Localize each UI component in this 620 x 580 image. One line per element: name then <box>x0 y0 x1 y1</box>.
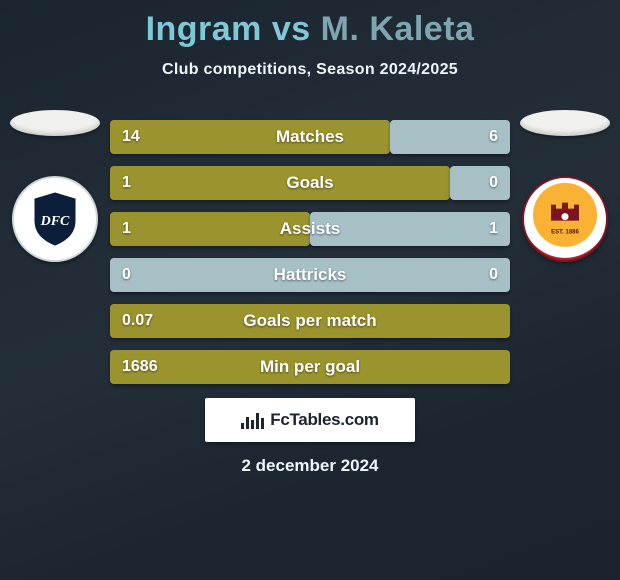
stat-value-left: 14 <box>110 120 152 154</box>
right-club-badge: EST. 1886 <box>522 176 608 262</box>
stat-row: Hattricks0 0 <box>110 258 510 292</box>
stat-label: Goals <box>110 166 510 200</box>
stat-value-left: 0.07 <box>110 304 165 338</box>
left-player-photo-placeholder <box>10 110 100 136</box>
stat-label: Goals per match <box>110 304 510 338</box>
brand-box: FcTables.com <box>205 398 415 442</box>
stat-value-left: 0 <box>110 258 143 292</box>
stat-row: Min per goal1686 <box>110 350 510 384</box>
brand-text: FcTables.com <box>270 410 379 430</box>
stat-row: Matches14 6 <box>110 120 510 154</box>
left-badge-letters: DFC <box>40 214 70 229</box>
left-club-badge: DFC <box>12 176 98 262</box>
comparison-card: Ingram vs M. Kaleta Club competitions, S… <box>0 0 620 580</box>
left-club-slot: DFC <box>5 110 105 262</box>
bars-logo-icon <box>241 411 264 429</box>
footer-date: 2 december 2024 <box>0 456 620 476</box>
castle-icon <box>545 199 585 223</box>
stat-row: Goals per match0.07 <box>110 304 510 338</box>
stat-row: Goals1 0 <box>110 166 510 200</box>
stat-value-left: 1 <box>110 166 143 200</box>
player2-name: M. Kaleta <box>321 10 475 48</box>
subtitle: Club competitions, Season 2024/2025 <box>0 61 620 79</box>
right-badge-est: EST. 1886 <box>545 230 585 236</box>
player1-name: Ingram <box>146 10 262 48</box>
stat-label: Hattricks <box>110 258 510 292</box>
stat-value-right: 1 <box>477 212 510 246</box>
stats-bars: Matches146Goals10Assists11Hattricks00Goa… <box>110 120 510 396</box>
stat-value-left: 1 <box>110 212 143 246</box>
stat-label: Min per goal <box>110 350 510 384</box>
shield-icon: DFC <box>31 191 79 247</box>
stat-label: Assists <box>110 212 510 246</box>
stat-value-right: 0 <box>477 166 510 200</box>
page-title: Ingram vs M. Kaleta <box>0 0 620 49</box>
vs-separator: vs <box>272 10 311 48</box>
stat-label: Matches <box>110 120 510 154</box>
right-club-slot: EST. 1886 <box>515 110 615 262</box>
stat-row: Assists1 1 <box>110 212 510 246</box>
stat-value-left: 1686 <box>110 350 170 384</box>
stat-value-right: 6 <box>477 120 510 154</box>
stat-value-right: 0 <box>477 258 510 292</box>
right-player-photo-placeholder <box>520 110 610 136</box>
